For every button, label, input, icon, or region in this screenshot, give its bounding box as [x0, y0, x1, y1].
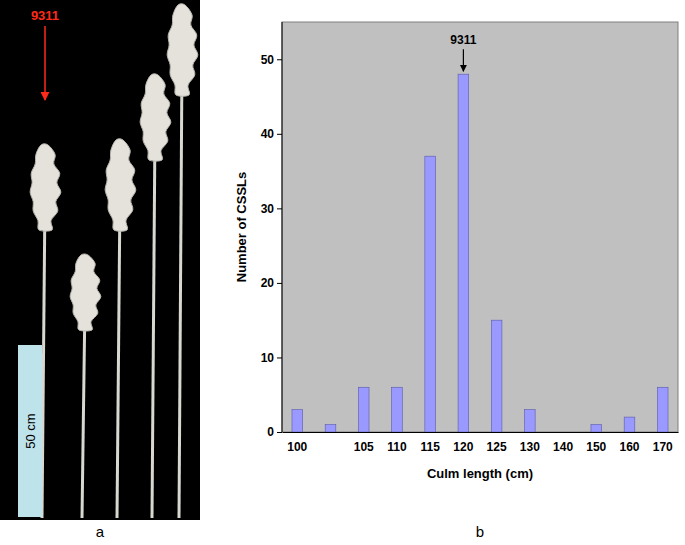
- x-tick-label: 100: [287, 440, 307, 454]
- x-tick: 125: [487, 432, 507, 454]
- y-tick-mark: [277, 59, 282, 60]
- x-tick: 115: [420, 432, 440, 454]
- y-tick: 40: [261, 127, 282, 141]
- figure: 50 cm9311a010203040501001051101151201251…: [0, 0, 685, 545]
- stem: [42, 196, 45, 518]
- y-tick: 50: [261, 53, 282, 67]
- bar: [491, 320, 502, 432]
- x-tick-label: 170: [653, 440, 673, 454]
- x-tick-label: 120: [453, 440, 473, 454]
- x-axis-title: Culm length (cm): [427, 466, 533, 481]
- scale-bar-label: 50 cm: [23, 413, 38, 448]
- y-tick-mark: [277, 134, 282, 135]
- photo-panel: 50 cm 9311: [0, 0, 200, 520]
- x-tick-label: 125: [487, 440, 507, 454]
- panicle: [70, 254, 101, 331]
- y-tick-mark: [277, 283, 282, 284]
- stem: [152, 126, 155, 518]
- y-tick-label: 0: [267, 425, 274, 439]
- y-tick-mark: [277, 432, 282, 433]
- y-tick-mark: [277, 357, 282, 358]
- y-axis-line: [282, 22, 283, 432]
- plant: [167, 4, 198, 518]
- panel-label: a: [96, 523, 105, 540]
- stem: [117, 194, 120, 518]
- bar: [458, 74, 469, 432]
- plot-background: [282, 22, 678, 432]
- y-tick-label: 50: [261, 53, 275, 67]
- x-tick-label: 130: [520, 440, 540, 454]
- x-tick: 105: [354, 432, 374, 454]
- y-tick-label: 10: [261, 351, 275, 365]
- x-tick: 160: [619, 432, 639, 454]
- x-tick: 140: [553, 432, 573, 454]
- photo-arrow: [44, 26, 46, 100]
- panicle: [140, 74, 171, 161]
- bars: [292, 74, 668, 432]
- bar: [392, 387, 403, 432]
- plant: [105, 139, 136, 518]
- panicle: [105, 139, 136, 232]
- bar: [624, 417, 635, 432]
- photo-annotation: 9311: [31, 8, 59, 23]
- x-tick: 120: [453, 432, 473, 454]
- y-tick-label: 20: [261, 276, 275, 290]
- plant: [70, 254, 101, 518]
- y-tick: 10: [261, 351, 282, 365]
- x-tick-label: 105: [354, 440, 374, 454]
- x-tick-label: 160: [619, 440, 639, 454]
- stem: [82, 300, 85, 518]
- plant: [140, 74, 171, 518]
- y-tick: 0: [267, 425, 282, 439]
- bar: [292, 410, 303, 432]
- bar: [358, 387, 369, 432]
- panicle: [30, 144, 61, 231]
- x-axis-line: [283, 432, 679, 433]
- x-tick: 130: [520, 432, 540, 454]
- x-tick-label: 110: [387, 440, 407, 454]
- panel-label: b: [476, 523, 484, 540]
- y-tick-label: 30: [261, 202, 275, 216]
- bar: [325, 425, 336, 432]
- bar: [591, 425, 602, 432]
- x-axis: 100 105 110 115 120 125 130 140 150 160 170: [283, 432, 679, 454]
- x-tick-label: 115: [420, 440, 440, 454]
- scale-bar: [18, 345, 42, 517]
- x-tick: 100: [287, 432, 307, 454]
- y-axis-title: Number of CSSLs: [234, 172, 249, 283]
- bar: [425, 156, 436, 432]
- y-tick-mark: [277, 208, 282, 209]
- panicle: [167, 4, 198, 97]
- x-tick: 150: [586, 432, 606, 454]
- bar: [558, 432, 569, 433]
- annotation-arrow: [463, 49, 464, 71]
- annotation: 9311: [450, 33, 476, 47]
- x-tick-label: 140: [553, 440, 573, 454]
- x-tick: 170: [653, 432, 673, 454]
- bar: [525, 410, 536, 432]
- y-tick: 30: [261, 202, 282, 216]
- stem: [179, 59, 182, 518]
- bar: [657, 387, 668, 432]
- y-tick: 20: [261, 276, 282, 290]
- y-axis: 0 10 20 30 40 50: [261, 22, 282, 439]
- y-tick-label: 40: [261, 127, 275, 141]
- photo-background: [0, 0, 200, 520]
- chart-panel: 0 10 20 30 40 50 100 105 110 115 120 125 130 140 150 16…: [234, 22, 679, 481]
- x-tick-label: 150: [586, 440, 606, 454]
- x-tick: 110: [387, 432, 407, 454]
